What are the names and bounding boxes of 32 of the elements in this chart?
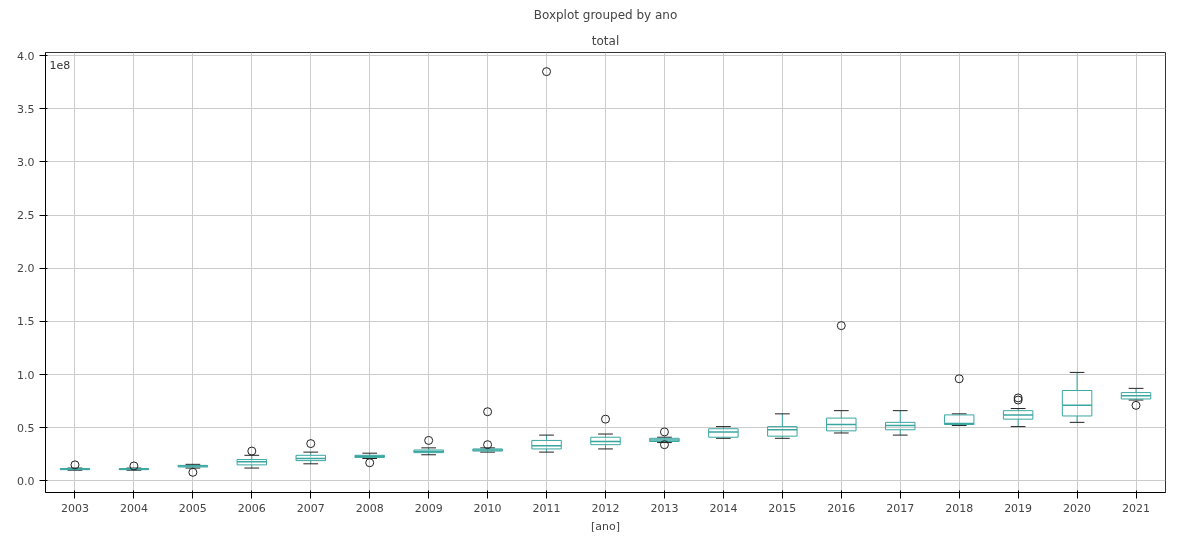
- y-tick-label: 3.5: [17, 102, 35, 116]
- x-tick-label: 2018: [945, 501, 974, 515]
- x-tick-label: 2013: [650, 501, 679, 515]
- y-tick-label: 1.5: [17, 315, 35, 329]
- x-tick-label: 2005: [178, 501, 207, 515]
- x-tick-label: 2021: [1122, 501, 1151, 515]
- x-tick-label: 2004: [119, 501, 148, 515]
- x-tick-label: 2015: [768, 501, 797, 515]
- x-tick-label: 2019: [1004, 501, 1033, 515]
- annotation: 1e8: [49, 58, 71, 72]
- y-tick-label: 2.5: [17, 209, 35, 223]
- x-tick-label: 2006: [237, 501, 266, 515]
- x-tick-label: 2020: [1063, 501, 1092, 515]
- y-tick-label: 0.0: [17, 474, 35, 488]
- x-tick-label: 2003: [60, 501, 89, 515]
- x-tick-label: 2010: [473, 501, 502, 515]
- y-tick-label: 3.0: [17, 155, 35, 169]
- y-tick-label: 1.0: [17, 368, 35, 382]
- x-tick-label: 2011: [532, 501, 561, 515]
- x-tick-label: 2016: [827, 501, 856, 515]
- x-tick-label: 2014: [709, 501, 738, 515]
- x-tick-label: 2008: [355, 501, 384, 515]
- x-axis-title: [ano]: [590, 519, 621, 533]
- chart-title: Boxplot grouped by ano: [533, 7, 678, 22]
- x-tick-label: 2017: [886, 501, 915, 515]
- x-tick-label: 2009: [414, 501, 443, 515]
- y-tick-label: 0.5: [17, 421, 35, 435]
- x-tick-label: 2012: [591, 501, 620, 515]
- chart-subtitle: total: [591, 33, 620, 48]
- y-tick-label: 4.0: [17, 49, 35, 63]
- y-tick-label: 2.0: [17, 262, 35, 276]
- x-tick-label: 2007: [296, 501, 325, 515]
